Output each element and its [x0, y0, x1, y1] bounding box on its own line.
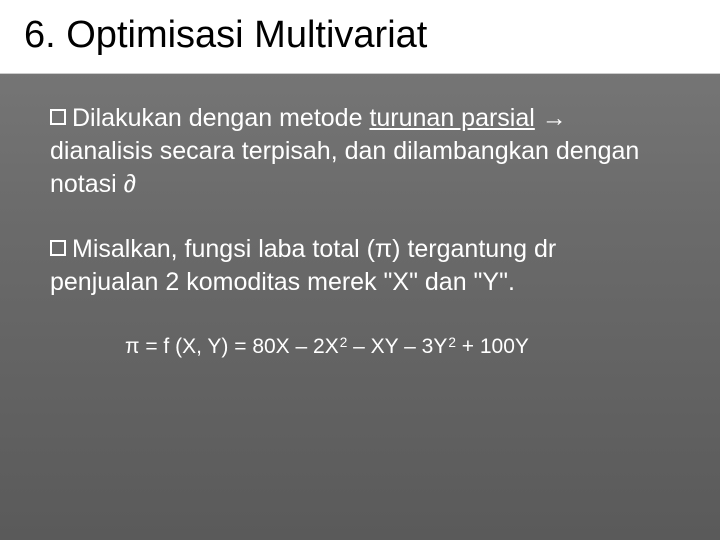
bullet-2: Misalkan, fungsi laba total (π) tergantu…	[50, 233, 660, 299]
bullet-1: Dilakukan dengan metode turunan parsial …	[50, 102, 660, 201]
slide-content: Dilakukan dengan metode turunan parsial …	[0, 74, 720, 359]
formula-mid1: – XY – 3Y	[347, 335, 447, 358]
formula-line: π = f (X, Y) = 80X – 2X2 – XY – 3Y2 + 10…	[125, 335, 660, 359]
bullet-1-underlined: turunan parsial	[369, 104, 534, 132]
bullet-2-text: Misalkan, fungsi laba total (π) tergantu…	[50, 235, 556, 296]
formula-exp-1: 2	[340, 335, 348, 350]
formula-exp-2: 2	[448, 335, 456, 350]
bullet-1-text-a: Dilakukan dengan metode	[72, 104, 369, 132]
checkbox-icon	[50, 240, 66, 256]
slide-title: 6. Optimisasi Multivariat	[24, 14, 696, 57]
checkbox-icon	[50, 109, 66, 125]
title-bar: 6. Optimisasi Multivariat	[0, 0, 720, 74]
formula-post: + 100Y	[456, 335, 529, 358]
formula-pre: π = f (X, Y) = 80X – 2X	[125, 335, 339, 358]
